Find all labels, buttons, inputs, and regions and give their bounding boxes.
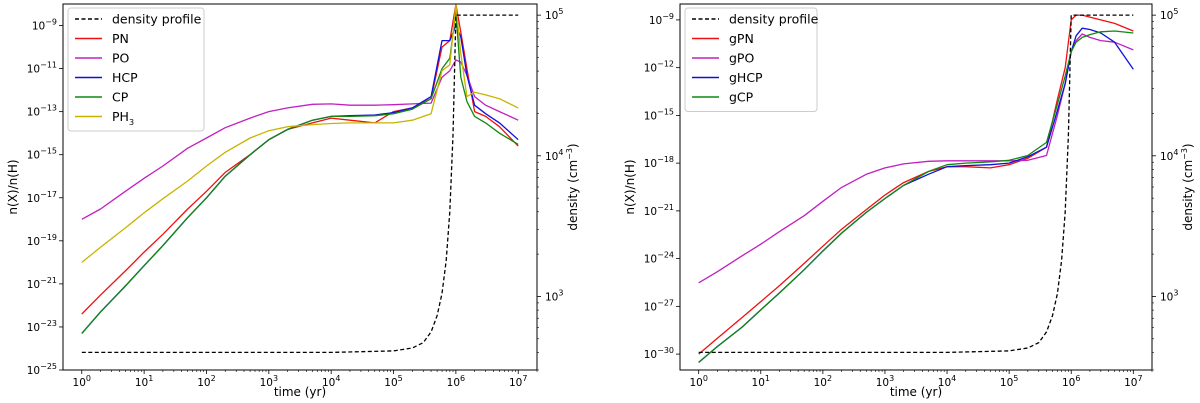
density-profile-line (81, 14, 519, 354)
x-tick-label: 100 (73, 374, 91, 389)
y2-tick-label: 105 (545, 7, 563, 22)
legend-label: density profile (112, 12, 202, 27)
x-tick-label: 102 (197, 374, 215, 389)
y-tick-label: 10−12 (644, 60, 674, 75)
y2-tick-label: 103 (1160, 288, 1178, 303)
y2-tick-label: 104 (545, 148, 563, 163)
x-tick-label: 100 (689, 374, 707, 389)
legend-label: gHCP (729, 70, 763, 85)
legend-label: gPN (729, 31, 754, 46)
x-tick-label: 102 (814, 374, 832, 389)
y-tick-label: 10−19 (27, 233, 57, 248)
chart-panel-1: 100 101 102 103 104 105 106 107 10−25 10−23 10−21 1… (6, 3, 580, 399)
y-axis-label: n(X)/n(H) (6, 159, 20, 214)
legend-label: PN (112, 31, 129, 46)
y-tick-label: 10−11 (27, 61, 57, 76)
y-tick-label: 10−17 (27, 190, 57, 205)
x-tick-label: 105 (1000, 374, 1018, 389)
x-tick-label: 106 (1062, 374, 1080, 389)
x-tick-label: 103 (260, 374, 278, 389)
legend-label: density profile (729, 12, 819, 27)
series-line-gPO (698, 33, 1134, 284)
x-tick-label: 101 (135, 374, 153, 389)
y-tick-label: 10−13 (27, 104, 57, 119)
y-tick-label: 10−9 (32, 18, 57, 33)
y-tick-label: 10−21 (27, 276, 57, 291)
y2-tick-label: 103 (545, 288, 563, 303)
series-line-CP (81, 11, 519, 334)
y2-axis-label: density (cm−3) (565, 143, 580, 230)
x-tick-label: 104 (938, 374, 956, 389)
y-tick-label: 10−30 (644, 346, 674, 361)
x-tick-label: 107 (1124, 374, 1142, 389)
y-tick-label: 10−27 (644, 298, 674, 313)
legend-label: HCP (112, 70, 138, 85)
legend-label: CP (112, 90, 129, 105)
y-tick-label: 10−15 (27, 147, 57, 162)
x-tick-label: 103 (876, 374, 894, 389)
y-tick-label: 10−23 (27, 319, 57, 334)
series-line-gCP (698, 30, 1134, 363)
legend-box (684, 7, 818, 112)
x-tick-label: 107 (509, 374, 527, 389)
x-axis-label: time (yr) (274, 385, 326, 399)
y2-axis-label: density (cm−3) (1180, 143, 1195, 230)
series-line-PH3 (81, 3, 519, 263)
y-tick-label: 10−21 (644, 203, 674, 218)
y-tick-label: 10−24 (644, 251, 674, 266)
legend-label: gCP (729, 90, 754, 105)
legend-label: PH3 (112, 109, 134, 127)
y2-tick-label: 105 (1160, 7, 1178, 22)
x-tick-label: 106 (447, 374, 465, 389)
y-tick-label: 10−15 (644, 107, 674, 122)
y-tick-label: 10−9 (649, 12, 674, 27)
chart-panel-2: 100 101 102 103 104 105 106 107 10−30 10−27 10−24 1… (623, 3, 1195, 399)
x-tick-label: 101 (752, 374, 770, 389)
legend-label: PO (112, 51, 130, 66)
x-tick-label: 104 (322, 374, 340, 389)
x-axis-label: time (yr) (890, 385, 942, 399)
legend-label: gPO (729, 51, 754, 66)
series-line-PN (81, 3, 519, 315)
y-tick-label: 10−18 (644, 155, 674, 170)
series-line-PO (81, 59, 519, 220)
y2-tick-label: 104 (1160, 148, 1178, 163)
density-profile-line (698, 14, 1134, 354)
y-axis-label: n(X)/n(H) (623, 159, 637, 214)
x-tick-label: 105 (384, 374, 402, 389)
y-tick-label: 10−25 (27, 362, 57, 377)
